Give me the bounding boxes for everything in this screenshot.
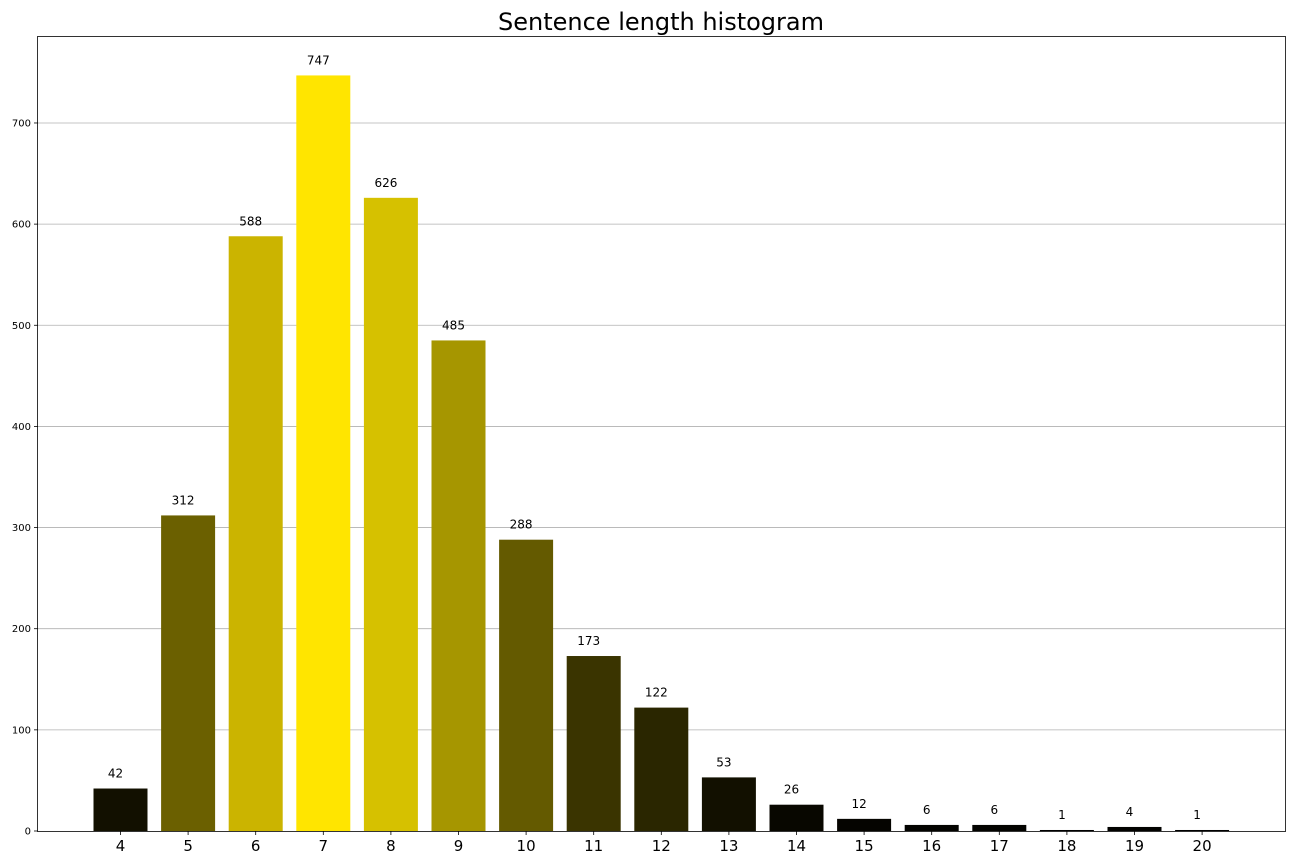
x-tick-label: 15 bbox=[855, 837, 874, 855]
bar bbox=[1107, 826, 1162, 831]
bar bbox=[296, 75, 351, 831]
bar bbox=[972, 824, 1027, 831]
bar bbox=[499, 539, 554, 831]
data-labels: 42 312 588 747 626 485 288 173 122 53 26 12 6 6 1 4 1 bbox=[108, 53, 1201, 822]
data-label: 288 bbox=[510, 518, 533, 532]
bar bbox=[93, 788, 148, 831]
y-tick-label: 200 bbox=[12, 624, 31, 635]
y-tick-label: 300 bbox=[12, 523, 31, 534]
data-label: 747 bbox=[307, 53, 330, 67]
data-label: 122 bbox=[645, 686, 668, 700]
x-tick-label: 18 bbox=[1057, 837, 1076, 855]
chart-title: Sentence length histogram bbox=[498, 8, 824, 36]
bar bbox=[228, 236, 283, 831]
bar bbox=[701, 777, 756, 831]
y-tick-label: 700 bbox=[12, 118, 31, 129]
x-tick-label: 9 bbox=[454, 837, 464, 855]
gridlines bbox=[38, 122, 1285, 731]
x-tick-label: 8 bbox=[386, 837, 396, 855]
bar bbox=[634, 707, 689, 831]
x-tick-label: 6 bbox=[251, 837, 261, 855]
x-tick-label: 14 bbox=[787, 837, 806, 855]
bars bbox=[93, 75, 1230, 831]
data-label: 12 bbox=[851, 797, 866, 811]
y-tick-label: 600 bbox=[12, 220, 31, 231]
data-label: 6 bbox=[990, 803, 998, 817]
x-tick-label: 17 bbox=[990, 837, 1009, 855]
y-tick-label: 100 bbox=[12, 725, 31, 736]
bar bbox=[1175, 829, 1230, 831]
x-tick-label: 7 bbox=[319, 837, 329, 855]
x-tick-label: 19 bbox=[1125, 837, 1144, 855]
x-tick-label: 10 bbox=[517, 837, 536, 855]
data-label: 26 bbox=[784, 783, 799, 797]
data-label: 1 bbox=[1058, 808, 1066, 822]
y-tick-label: 0 bbox=[25, 827, 31, 838]
data-label: 173 bbox=[577, 634, 600, 648]
x-tick-label: 20 bbox=[1193, 837, 1212, 855]
data-label: 485 bbox=[442, 318, 465, 332]
data-label: 4 bbox=[1126, 805, 1134, 819]
data-label: 53 bbox=[716, 755, 731, 769]
bar bbox=[769, 804, 824, 831]
bar bbox=[363, 197, 418, 831]
data-label: 6 bbox=[923, 803, 931, 817]
bar bbox=[161, 515, 216, 831]
plot-area-frame bbox=[37, 36, 1286, 832]
y-tick-label: 500 bbox=[12, 321, 31, 332]
data-label: 312 bbox=[172, 493, 195, 507]
x-tick-label: 16 bbox=[922, 837, 941, 855]
bar bbox=[566, 656, 621, 831]
bar bbox=[904, 824, 959, 831]
x-tick-label: 11 bbox=[584, 837, 603, 855]
x-tick-label: 4 bbox=[116, 837, 126, 855]
x-tick-label: 5 bbox=[183, 837, 193, 855]
data-label: 626 bbox=[374, 176, 397, 190]
x-tick-label: 12 bbox=[652, 837, 671, 855]
data-label: 1 bbox=[1193, 808, 1201, 822]
bar bbox=[837, 818, 892, 831]
data-label: 42 bbox=[108, 767, 123, 781]
y-tick-label: 400 bbox=[12, 422, 31, 433]
x-tick-label: 13 bbox=[719, 837, 738, 855]
data-label: 588 bbox=[239, 214, 262, 228]
bar bbox=[431, 340, 486, 831]
bar bbox=[1039, 829, 1094, 831]
